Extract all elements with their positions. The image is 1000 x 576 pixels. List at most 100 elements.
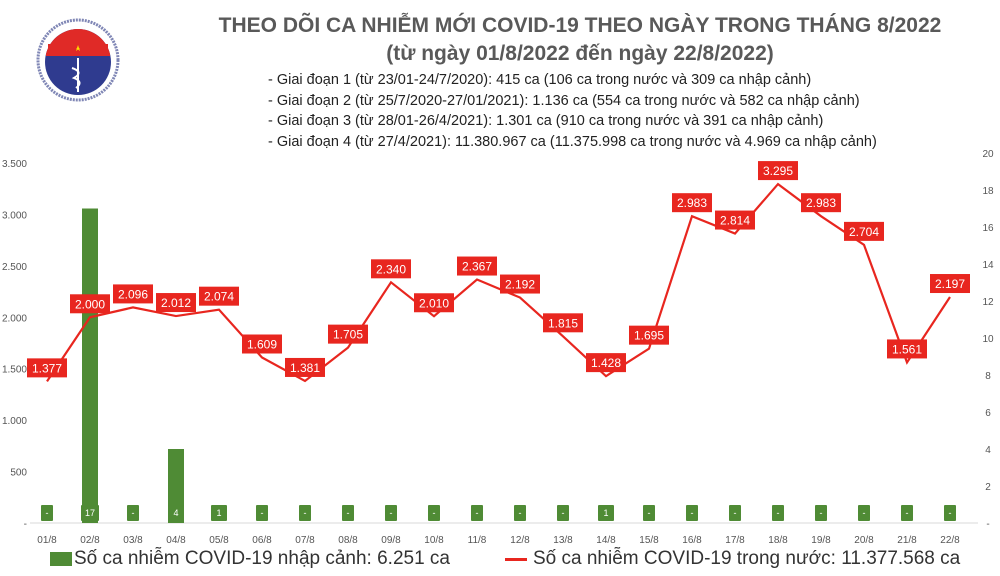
line-data-label: 1.381 [290, 361, 320, 375]
x-axis-tick: 16/8 [682, 535, 702, 546]
x-axis-tick: 14/8 [596, 535, 616, 546]
right-axis-tick: 12 [982, 297, 994, 308]
bar-data-label: - [476, 508, 479, 518]
bar-label-box [815, 505, 827, 521]
left-axis-tick: 2.500 [2, 262, 27, 273]
bar-label-box [385, 505, 397, 521]
line-label-box [500, 274, 540, 294]
legend-item-bar: Số ca nhiễm COVID-19 nhập cảnh: 6.251 ca [50, 548, 450, 570]
left-axis-tick: 1.500 [2, 365, 27, 376]
legend-label: Số ca nhiễm COVID-19 nhập cảnh: 6.251 ca [74, 548, 451, 569]
bar-data-label: - [261, 508, 264, 518]
x-axis-tick: 06/8 [252, 535, 272, 546]
x-axis-tick: 08/8 [338, 535, 358, 546]
line-data-label: 2.074 [204, 290, 234, 304]
legend-label: Số ca nhiễm COVID-19 trong nước: 11.377.… [533, 548, 961, 569]
legend-swatch-red [505, 557, 527, 561]
line-data-label: 1.815 [548, 316, 578, 330]
line-data-label: 1.695 [634, 329, 664, 343]
x-axis-tick: 22/8 [940, 535, 960, 546]
x-axis-tick: 05/8 [209, 535, 229, 546]
bar-label-box [168, 505, 184, 521]
bar-data-label: - [347, 508, 350, 518]
left-axis-tick: 3.000 [2, 210, 27, 221]
right-axis-tick: 18 [982, 186, 994, 197]
bar-label-box [557, 505, 569, 521]
line-series [46, 182, 951, 383]
line-data-label: 1.428 [591, 356, 621, 370]
line-label-box [801, 193, 841, 213]
line-label-box [70, 294, 110, 314]
right-axis-tick: - [986, 519, 989, 530]
chart-title: THEO DÕI CA NHIỄM MỚI COVID-19 THEO NGÀY… [218, 14, 942, 37]
x-axis-tick: 02/8 [80, 535, 100, 546]
line-data-label: 1.561 [892, 342, 922, 356]
line-data-label: 2.012 [161, 296, 191, 310]
bar-label-box [342, 505, 354, 521]
bar-label-box [901, 505, 913, 521]
line-data-label: 2.010 [419, 296, 449, 310]
bar-label-box [598, 505, 614, 521]
bar-data-label: - [648, 508, 651, 518]
phase-note: - Giai đoạn 4 (từ 27/4/2021): 11.380.967… [268, 133, 877, 150]
bar-data-label: - [562, 508, 565, 518]
line-data-label: 2.197 [935, 277, 965, 291]
phase-note: - Giai đoạn 2 (từ 25/7/2020-27/01/2021):… [268, 92, 860, 109]
phase-notes: - Giai đoạn 1 (từ 23/01-24/7/2020): 415 … [268, 70, 877, 152]
bar-label-box [471, 505, 483, 521]
right-axis-tick: 20 [982, 149, 994, 160]
line-label-box [371, 259, 411, 279]
line-data-label: 1.377 [32, 361, 62, 375]
bar-data-label: - [433, 508, 436, 518]
line-label-box [242, 334, 282, 354]
x-axis-tick: 19/8 [811, 535, 831, 546]
line-data-label: 2.983 [677, 196, 707, 210]
bar-label-box [211, 505, 227, 521]
right-axis-tick: 14 [982, 260, 994, 271]
right-axis-tick: 16 [982, 223, 994, 234]
left-axis-tick: 2.000 [2, 313, 27, 324]
right-axis-tick: 4 [985, 445, 991, 456]
x-axis-tick: 04/8 [166, 535, 186, 546]
line-data-label: 2.096 [118, 287, 148, 301]
line-label-box [844, 221, 884, 241]
legend-item-line: Số ca nhiễm COVID-19 trong nước: 11.377.… [505, 548, 960, 570]
bar-label-box [41, 505, 53, 521]
line-label-box [156, 293, 196, 313]
bar-data-label: 1 [603, 508, 608, 518]
ministry-of-health-logo [36, 18, 120, 102]
line-label-box [113, 284, 153, 304]
left-axis-tick: 500 [10, 468, 27, 479]
line-label-box [672, 193, 712, 213]
line-label-box [930, 274, 970, 294]
line-data-label: 2.000 [75, 297, 105, 311]
bar-label-box [858, 505, 870, 521]
bar-data-label: - [777, 508, 780, 518]
line-data-label: 2.814 [720, 214, 750, 228]
bar-data-label: - [519, 508, 522, 518]
x-axis-tick: 18/8 [768, 535, 788, 546]
bar-label-box [643, 505, 655, 521]
line-label-box [715, 210, 755, 230]
line-label-box [199, 286, 239, 306]
line-data-label: 2.983 [806, 196, 836, 210]
right-axis-tick: 2 [985, 482, 991, 493]
line-data-label: 1.705 [333, 328, 363, 342]
x-axis-tick: 21/8 [897, 535, 917, 546]
bar-data-label: - [46, 508, 49, 518]
left-axis-tick: - [24, 519, 27, 530]
bar-label-box [514, 505, 526, 521]
line-label-box [543, 313, 583, 333]
bar-label-box [686, 505, 698, 521]
line-label-box [629, 325, 669, 345]
right-axis-tick: 6 [985, 408, 991, 419]
bar-label-box [944, 505, 956, 521]
line-label-box [586, 353, 626, 373]
bar-label-box [256, 505, 268, 521]
chart-subtitle: (từ ngày 01/8/2022 đến ngày 22/8/2022) [386, 42, 774, 65]
line-data-label: 2.340 [376, 262, 406, 276]
x-axis-tick: 15/8 [639, 535, 659, 546]
x-axis-tick: 03/8 [123, 535, 143, 546]
left-axis-tick: 1.000 [2, 416, 27, 427]
